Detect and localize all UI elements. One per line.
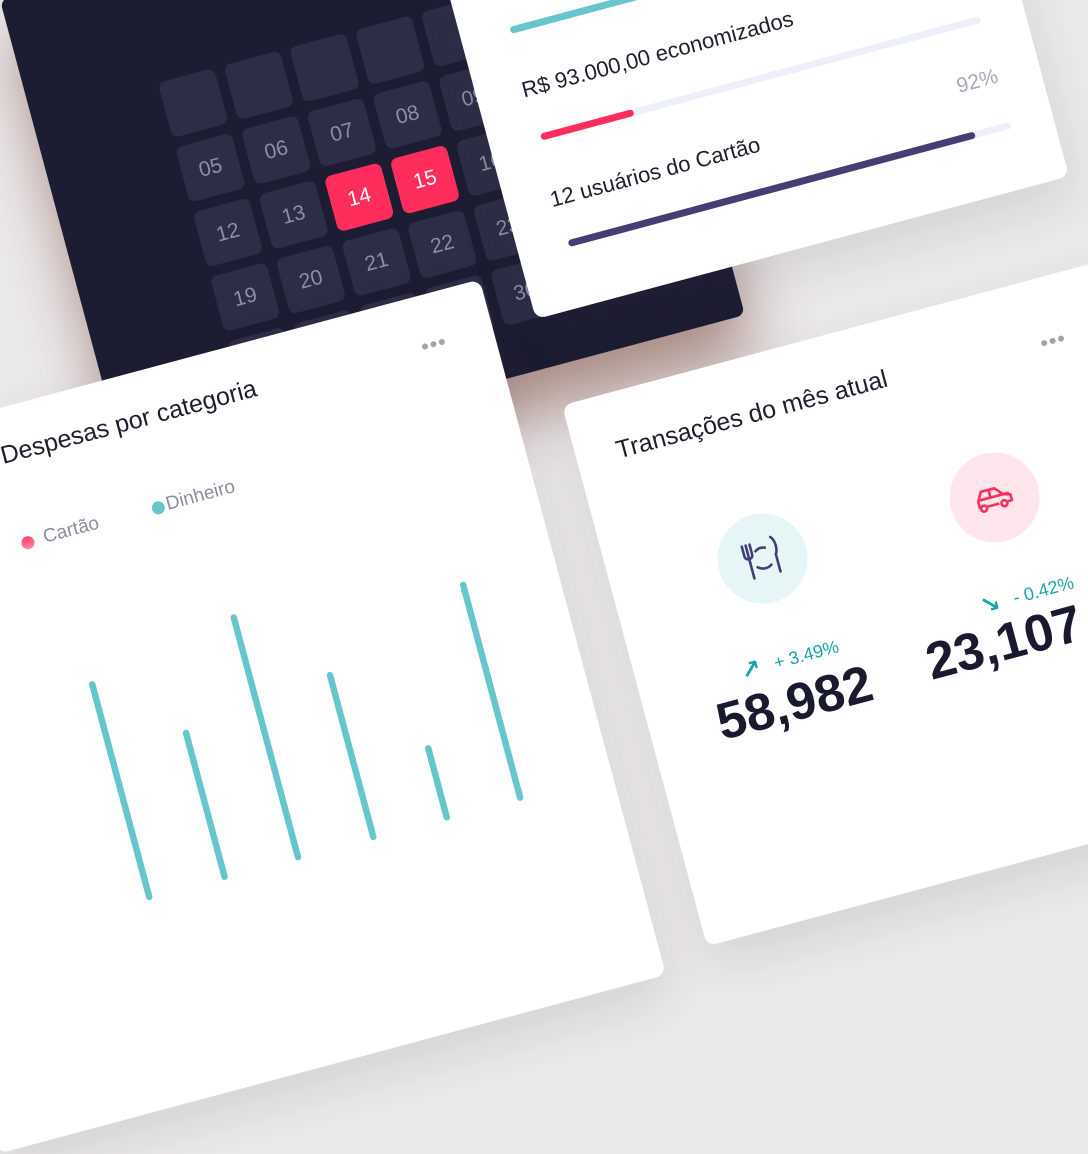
bar-carto-5 (452, 490, 539, 797)
calendar-day[interactable] (289, 32, 360, 103)
bar-dinheiro-2 (230, 614, 302, 861)
expenses-chart-card: Despesas por categoria ••• Cartão Dinhei… (0, 279, 667, 1154)
calendar-day-08[interactable]: 08 (372, 79, 444, 150)
calendar-day-15[interactable]: 15 (389, 144, 461, 215)
calendar-day-06[interactable]: 06 (240, 115, 312, 186)
bar-carto-4 (417, 654, 466, 817)
progress-fill (540, 109, 635, 141)
calendar-day-05[interactable]: 05 (175, 132, 246, 203)
calendar-day[interactable] (157, 67, 229, 139)
transactions-title: Transações do mês atual (613, 364, 891, 465)
calendar-day-07[interactable]: 07 (306, 97, 378, 168)
bar-dinheiro-3 (326, 671, 377, 841)
calendar-day-14[interactable]: 14 (323, 162, 395, 233)
bar-dinheiro-5 (459, 581, 524, 801)
fork-knife-plate-icon (707, 503, 818, 614)
calendar-day[interactable] (354, 15, 426, 86)
calendar-day[interactable] (223, 50, 295, 121)
bar-carto-2 (259, 661, 317, 857)
bar-dinheiro-0 (89, 681, 153, 901)
calendar-day-21[interactable]: 21 (341, 226, 413, 297)
progress-percent: 92% (954, 64, 1001, 98)
bar-chart (82, 490, 539, 901)
bar-carto-0 (82, 593, 168, 897)
more-horizontal-icon[interactable]: ••• (1037, 325, 1069, 357)
calendar-day-12[interactable]: 12 (192, 197, 264, 268)
bar-dinheiro-4 (425, 745, 450, 821)
calendar-day-13[interactable]: 13 (258, 179, 329, 250)
calendar-day-20[interactable]: 20 (275, 244, 347, 315)
bar-carto-3 (327, 613, 393, 837)
calendar-day-19[interactable]: 19 (209, 262, 281, 333)
transactions-card: Transações do mês atual ••• ↗ + 3.49% 58… (562, 221, 1088, 947)
calendar-day-22[interactable]: 22 (406, 209, 478, 280)
car-icon (939, 442, 1050, 553)
